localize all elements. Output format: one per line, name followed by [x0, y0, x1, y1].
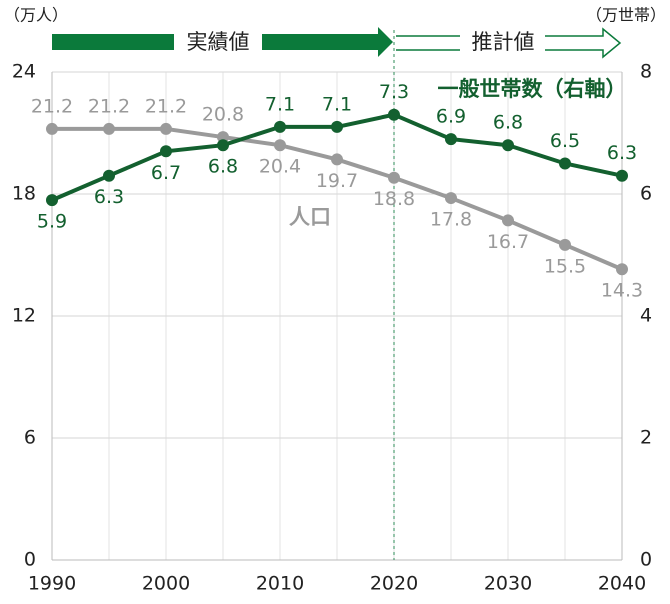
series: 5.9 6.3 6.7 6.8 7.1 7.1 7.3 6.9 6.8 6.5 6.3: [37, 81, 637, 232]
data-label: 17.8: [430, 209, 472, 231]
y2-tick-label: 6: [640, 183, 652, 205]
y-unit: （万人）: [4, 6, 68, 25]
y2-unit: （万世帯）: [586, 6, 666, 25]
actual-arrow-left: [52, 34, 174, 50]
data-label: 7.1: [265, 93, 295, 115]
point: [331, 153, 343, 166]
point: [160, 122, 172, 135]
x-tick-label: 1990: [28, 573, 76, 595]
period-arrows: 実績値 推計値: [52, 27, 622, 59]
point: [331, 120, 343, 133]
y-tick-label: 18: [12, 183, 36, 205]
y2-tick-label: 8: [640, 61, 652, 83]
point: [502, 214, 514, 227]
data-label: 20.4: [259, 156, 301, 178]
point: [616, 263, 628, 276]
point: [160, 145, 172, 158]
actual-label: 実績値: [187, 30, 250, 54]
point: [46, 122, 58, 135]
data-label: 6.3: [94, 186, 124, 208]
x-tick-label: 2020: [370, 573, 418, 595]
data-label: 20.8: [202, 104, 244, 126]
data-label: 5.9: [37, 211, 67, 233]
data-label: 7.1: [322, 93, 352, 115]
data-label: 6.5: [550, 130, 580, 152]
series: 21.2 21.2 21.2 20.8 20.4 19.7 18.8 17.8 16.7 15.5…: [31, 95, 643, 301]
x-tick-label: 2030: [484, 573, 532, 595]
data-label: 21.2: [88, 95, 130, 117]
y2-tick-label: 0: [640, 549, 652, 571]
point: [274, 120, 286, 133]
projected-label: 推計値: [472, 30, 535, 54]
y2-tick-label: 2: [640, 427, 652, 449]
point: [502, 139, 514, 152]
data-label: 7.3: [379, 81, 409, 103]
data-label: 21.2: [145, 95, 187, 117]
series-label: 人口: [289, 205, 331, 229]
point: [559, 157, 571, 170]
point: [445, 192, 457, 205]
point: [616, 169, 628, 182]
point: [445, 133, 457, 146]
point: [217, 139, 229, 152]
data-label: 19.7: [316, 170, 358, 192]
x-tick-label: 2040: [598, 573, 646, 595]
x-tick-label: 2000: [142, 573, 190, 595]
y-tick-label: 24: [12, 61, 36, 83]
y-tick-label: 12: [12, 305, 36, 327]
data-label: 15.5: [544, 255, 586, 277]
point: [46, 194, 58, 207]
y2-tick-label: 4: [640, 305, 652, 327]
data-label: 16.7: [487, 231, 529, 253]
point: [388, 171, 400, 184]
point: [274, 139, 286, 152]
data-label: 6.3: [607, 142, 637, 164]
point: [103, 122, 115, 135]
data-label: 14.3: [601, 280, 643, 302]
y-tick-label: 6: [24, 427, 36, 449]
y-tick-label: 0: [24, 549, 36, 571]
data-label: 6.8: [208, 156, 238, 178]
point: [103, 169, 115, 182]
point: [388, 108, 400, 121]
data-label: 6.8: [493, 112, 523, 134]
x-tick-label: 2010: [256, 573, 304, 595]
series-label: 一般世帯数（右軸）: [438, 77, 627, 101]
point: [559, 238, 571, 251]
data-label: 6.9: [436, 106, 466, 128]
data-label: 18.8: [373, 188, 415, 210]
data-label: 21.2: [31, 95, 73, 117]
data-label: 6.7: [151, 162, 181, 184]
projected-arrow: [396, 27, 622, 59]
actual-arrow-right: [262, 27, 393, 57]
